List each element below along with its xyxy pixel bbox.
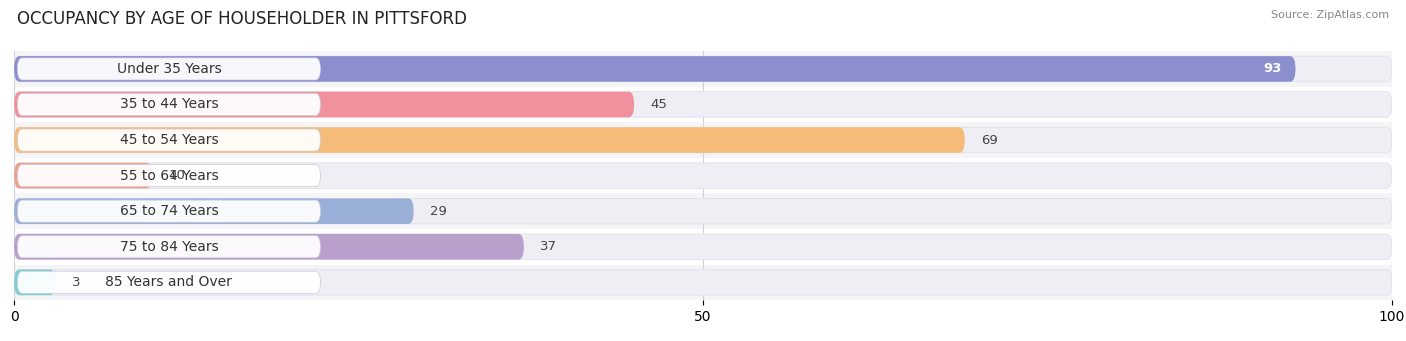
Text: 3: 3 — [72, 276, 80, 289]
Text: 45: 45 — [651, 98, 668, 111]
FancyBboxPatch shape — [14, 234, 524, 260]
FancyBboxPatch shape — [17, 93, 321, 116]
FancyBboxPatch shape — [17, 58, 321, 80]
FancyBboxPatch shape — [14, 234, 1392, 260]
FancyBboxPatch shape — [17, 236, 321, 258]
Text: 65 to 74 Years: 65 to 74 Years — [120, 204, 218, 218]
Text: 85 Years and Over: 85 Years and Over — [105, 275, 232, 289]
Text: 37: 37 — [540, 240, 557, 253]
Bar — [14, 87, 1392, 122]
Bar — [14, 229, 1392, 265]
FancyBboxPatch shape — [14, 269, 1392, 295]
Text: 75 to 84 Years: 75 to 84 Years — [120, 240, 218, 254]
FancyBboxPatch shape — [14, 127, 1392, 153]
FancyBboxPatch shape — [14, 269, 55, 295]
FancyBboxPatch shape — [14, 92, 1392, 117]
Bar — [14, 193, 1392, 229]
Text: 55 to 64 Years: 55 to 64 Years — [120, 168, 218, 183]
Text: 29: 29 — [430, 205, 447, 218]
FancyBboxPatch shape — [14, 127, 965, 153]
Text: Source: ZipAtlas.com: Source: ZipAtlas.com — [1271, 10, 1389, 20]
Text: 10: 10 — [169, 169, 186, 182]
Bar — [14, 265, 1392, 300]
FancyBboxPatch shape — [17, 129, 321, 151]
Bar — [14, 122, 1392, 158]
FancyBboxPatch shape — [14, 92, 634, 117]
FancyBboxPatch shape — [14, 163, 1392, 189]
Bar — [14, 158, 1392, 193]
Bar — [14, 51, 1392, 87]
FancyBboxPatch shape — [17, 165, 321, 187]
Text: Under 35 Years: Under 35 Years — [117, 62, 221, 76]
FancyBboxPatch shape — [17, 271, 321, 293]
FancyBboxPatch shape — [14, 198, 413, 224]
Text: 35 to 44 Years: 35 to 44 Years — [120, 98, 218, 112]
FancyBboxPatch shape — [14, 163, 152, 189]
Text: OCCUPANCY BY AGE OF HOUSEHOLDER IN PITTSFORD: OCCUPANCY BY AGE OF HOUSEHOLDER IN PITTS… — [17, 10, 467, 28]
Text: 69: 69 — [981, 134, 998, 147]
FancyBboxPatch shape — [17, 200, 321, 222]
FancyBboxPatch shape — [14, 198, 1392, 224]
FancyBboxPatch shape — [14, 56, 1295, 82]
Text: 93: 93 — [1264, 62, 1282, 75]
FancyBboxPatch shape — [14, 56, 1392, 82]
Text: 45 to 54 Years: 45 to 54 Years — [120, 133, 218, 147]
